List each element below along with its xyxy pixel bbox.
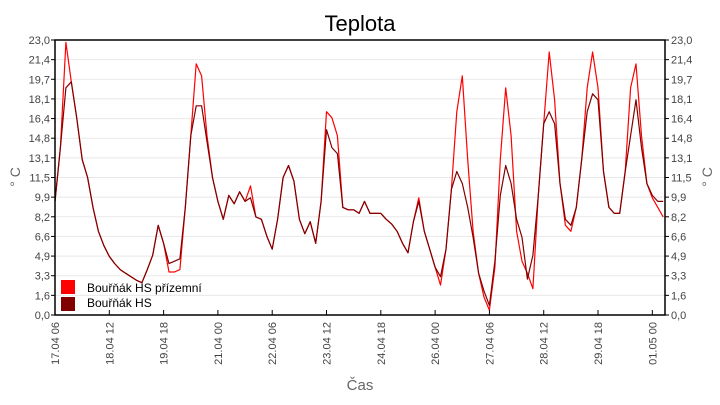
y-tick-label-left: 4,9	[35, 251, 50, 263]
y-tick-label-left: 18,1	[29, 94, 50, 106]
plot-frame	[54, 39, 666, 316]
legend-label-hs: Bouřňák HS	[87, 296, 152, 310]
y-tick-label-right: 11,5	[671, 173, 692, 185]
y-tick-label-left: 11,5	[29, 173, 50, 185]
legend-swatch-prizemni	[61, 280, 75, 294]
x-tick-label: 23.04 12	[322, 322, 334, 365]
y-tick-label-right: 23,0	[671, 35, 692, 47]
x-tick-label: 01.05 00	[647, 322, 659, 365]
y-tick-label-left: 13,1	[29, 153, 50, 165]
x-tick-label: 28.04 12	[539, 322, 551, 365]
y-tick-label-right: 21,4	[671, 55, 692, 67]
y-tick-label-right: 13,1	[671, 153, 692, 165]
y-tick-label-left: 16,4	[29, 114, 50, 126]
axes: 0,0 0,0 1,6 1,6 3,3 3,3 4,9 4,9 6,6 6,6 8,2 8,2 9,9 9…	[29, 35, 693, 365]
y-tick-label-right: 18,1	[671, 94, 692, 106]
y-tick-label-left: 8,2	[35, 212, 50, 224]
y-tick-label-left: 21,4	[29, 55, 50, 67]
series-line-1	[54, 81, 664, 306]
series-lines	[54, 41, 664, 311]
x-tick-label: 24.04 18	[376, 322, 388, 365]
x-tick-label: 19.04 18	[159, 322, 171, 365]
y-tick-label-right: 4,9	[671, 251, 686, 263]
y-tick-label-left: 14,8	[29, 133, 50, 145]
x-tick-label: 29.04 18	[593, 322, 605, 365]
y-tick-label-left: 6,6	[35, 231, 50, 243]
y-tick-label-right: 1,6	[671, 290, 686, 302]
y-tick-label-right: 0,0	[671, 310, 686, 322]
y-tick-label-right: 8,2	[671, 212, 686, 224]
y-tick-label-left: 19,7	[29, 74, 50, 86]
y-tick-label-left: 3,3	[35, 271, 50, 283]
x-tick-label: 17.04 06	[50, 322, 62, 365]
legend: Bouřňák HS přízemní Bouřňák HS	[61, 280, 202, 311]
y-tick-label-left: 23,0	[29, 35, 50, 47]
legend-label-prizemni: Bouřňák HS přízemní	[87, 281, 202, 295]
legend-swatch-hs	[61, 297, 75, 311]
x-axis-label: Čas	[347, 377, 374, 394]
y-tick-label-right: 3,3	[671, 271, 686, 283]
chart-title: Teplota	[325, 11, 397, 36]
y-tick-label-left: 1,6	[35, 290, 50, 302]
y-tick-label-right: 16,4	[671, 114, 692, 126]
y-tick-label-right: 19,7	[671, 74, 692, 86]
y-tick-label-left: 0,0	[35, 310, 50, 322]
y-tick-label-right: 9,9	[671, 192, 686, 204]
y-tick-label-right: 14,8	[671, 133, 692, 145]
y-tick-label-left: 9,9	[35, 192, 50, 204]
x-tick-label: 22.04 06	[267, 322, 279, 365]
y-axis-label-left: ° C	[7, 167, 23, 187]
y-axis-label-right: ° C	[699, 167, 715, 187]
x-tick-label: 18.04 12	[104, 322, 116, 365]
x-tick-label: 21.04 00	[213, 322, 225, 365]
x-tick-label: 26.04 00	[430, 322, 442, 365]
series-line-0	[54, 41, 664, 311]
x-tick-label: 27.04 06	[484, 322, 496, 365]
gridlines	[55, 59, 665, 296]
y-tick-label-right: 6,6	[671, 231, 686, 243]
